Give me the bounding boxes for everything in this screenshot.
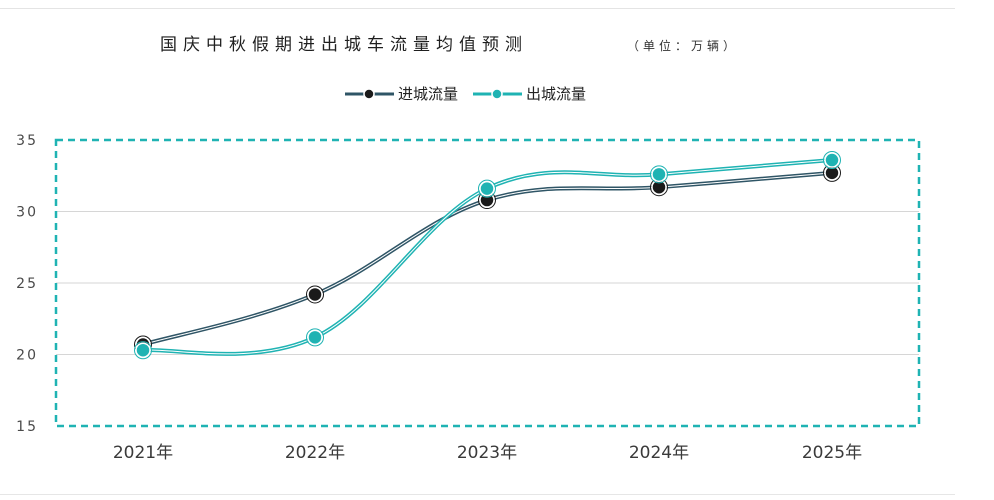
data-point[interactable]	[307, 286, 323, 303]
data-point[interactable]	[651, 166, 667, 183]
series-group	[134, 151, 841, 360]
legend-inbound-marker	[363, 88, 375, 100]
data-point-ring	[478, 179, 496, 198]
x-axis-ticks: 2021年 2022年 2023年 2024年 2025年	[113, 443, 862, 463]
data-point[interactable]	[651, 179, 667, 195]
legend-inbound-label: 进城流量	[398, 85, 458, 103]
data-point-ring	[306, 328, 324, 347]
data-point[interactable]	[307, 329, 323, 346]
data-point-ring	[823, 151, 841, 170]
data-point[interactable]	[135, 342, 151, 358]
y-tick-label: 35	[16, 133, 38, 149]
y-tick-label: 20	[16, 348, 38, 364]
data-point[interactable]	[824, 165, 840, 181]
y-axis-ticks: 15 20 25 30 35	[16, 133, 38, 435]
series-outbound	[134, 151, 841, 360]
legend-item-outbound[interactable]: 出城流量	[473, 85, 586, 103]
data-point-ring	[306, 285, 324, 304]
x-tick-label: 2022年	[285, 443, 345, 463]
bottom-divider	[0, 494, 955, 495]
y-tick-label: 25	[16, 276, 38, 292]
legend-outbound-marker	[491, 88, 503, 100]
chart-title: 国庆中秋假期进出城车流量均值预测	[160, 35, 528, 55]
data-point[interactable]	[824, 152, 840, 168]
data-point-ring	[134, 341, 152, 360]
legend: 进城流量 出城流量	[345, 85, 586, 103]
x-tick-label: 2021年	[113, 443, 173, 463]
x-tick-label: 2023年	[457, 443, 517, 463]
y-tick-label: 30	[16, 205, 38, 221]
chart-unit: （单位：万辆）	[627, 38, 739, 53]
plot-frame	[54, 138, 921, 428]
x-tick-label: 2024年	[629, 443, 689, 463]
top-divider	[0, 8, 955, 9]
legend-item-inbound[interactable]: 进城流量	[345, 85, 458, 103]
legend-outbound-label: 出城流量	[526, 85, 586, 103]
y-tick-label: 15	[16, 419, 38, 435]
x-tick-label: 2025年	[802, 443, 862, 463]
data-point[interactable]	[479, 180, 495, 197]
data-point-ring	[650, 165, 668, 184]
